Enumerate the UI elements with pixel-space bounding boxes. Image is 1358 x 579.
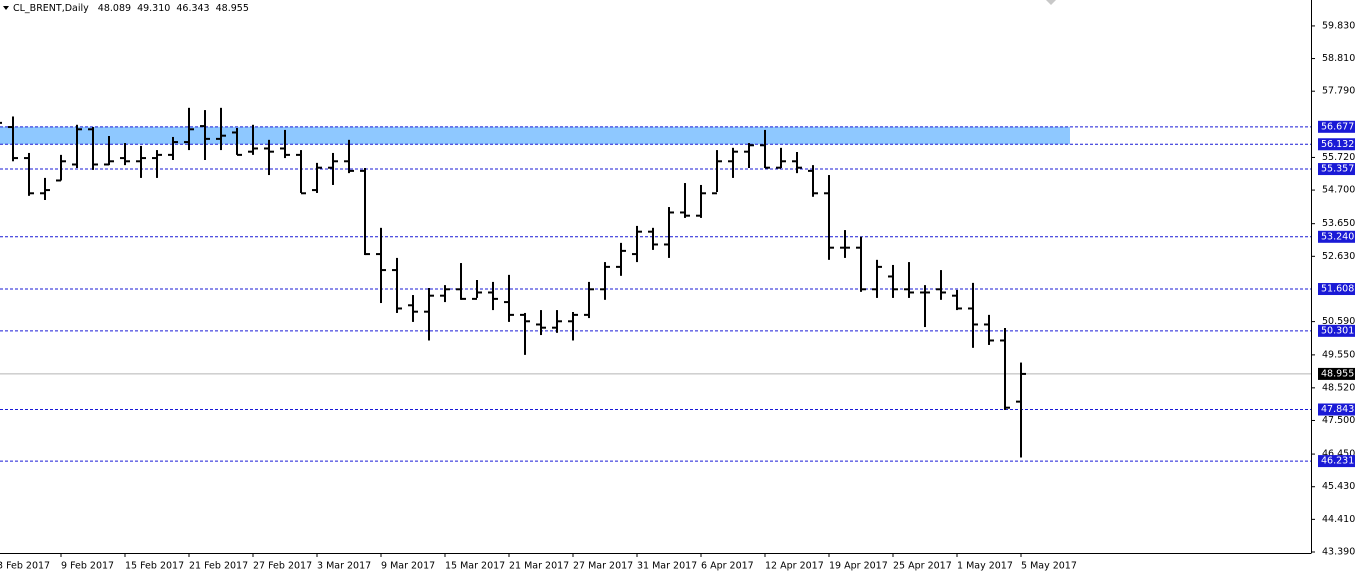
y-tick-label: 59.830 [1322, 20, 1355, 31]
x-tick-label: 21 Feb 2017 [189, 561, 248, 572]
level-label: 55.357 [1321, 164, 1354, 175]
x-tick-label: 3 Mar 2017 [317, 561, 371, 572]
x-tick-label: 9 Mar 2017 [381, 561, 435, 572]
level-label-box [1318, 230, 1355, 243]
chart-header: CL_BRENT,Daily 48.089 49.310 46.343 48.9… [13, 3, 249, 14]
y-tick-label: 43.390 [1322, 547, 1355, 558]
x-tick-label: 1 May 2017 [957, 561, 1013, 572]
level-label: 53.240 [1321, 231, 1354, 242]
symbol-title: CL_BRENT,Daily [13, 3, 89, 14]
x-tick-label: 15 Feb 2017 [125, 561, 184, 572]
x-tick-label: 27 Feb 2017 [253, 561, 312, 572]
y-tick-label: 46.450 [1322, 449, 1355, 460]
y-tick-label: 55.720 [1322, 152, 1355, 163]
y-tick-label: 47.500 [1322, 415, 1355, 426]
symbol-menu-icon[interactable] [3, 6, 9, 10]
x-tick-label: 9 Feb 2017 [61, 561, 114, 572]
level-label: 56.677 [1321, 121, 1354, 132]
level-label: 51.608 [1321, 284, 1354, 295]
x-tick-label: 3 Feb 2017 [0, 561, 50, 572]
y-tick-label: 44.410 [1322, 514, 1355, 525]
level-label-box [1318, 324, 1355, 337]
level-label-box [1318, 120, 1355, 133]
x-tick-label: 21 Mar 2017 [509, 561, 569, 572]
y-tick-label: 54.700 [1322, 185, 1355, 196]
y-tick-label: 58.810 [1322, 53, 1355, 64]
x-tick-label: 6 Apr 2017 [701, 561, 754, 572]
x-tick-label: 31 Mar 2017 [637, 561, 697, 572]
x-tick-label: 15 Mar 2017 [445, 561, 505, 572]
level-label-box [1318, 283, 1355, 296]
ohlc-label: 48.955 [216, 3, 249, 14]
level-label-box [1318, 455, 1355, 468]
y-tick-label: 50.590 [1322, 316, 1355, 327]
y-tick-label: 49.550 [1322, 349, 1355, 360]
level-label: 46.231 [1321, 456, 1354, 467]
level-label: 56.132 [1321, 139, 1354, 150]
current-price-label: 48.955 [1321, 368, 1354, 379]
level-label-box [1318, 163, 1355, 176]
x-tick-label: 19 Apr 2017 [829, 561, 888, 572]
level-label-box [1318, 403, 1355, 416]
x-tick-label: 5 May 2017 [1021, 561, 1077, 572]
level-label: 47.843 [1321, 404, 1354, 415]
trade-arrow[interactable] [1046, 0, 1056, 5]
x-tick-label: 27 Mar 2017 [573, 561, 633, 572]
x-tick-label: 25 Apr 2017 [893, 561, 952, 572]
y-tick-label: 48.520 [1322, 382, 1355, 393]
level-label: 50.301 [1321, 325, 1354, 336]
ohlc-label: 48.089 [98, 3, 131, 14]
y-tick-label: 53.650 [1322, 218, 1355, 229]
support-zone [0, 126, 1070, 145]
level-label-box [1318, 138, 1355, 151]
ohlc-label: 49.310 [137, 3, 170, 14]
ohlc-label: 46.343 [176, 3, 209, 14]
y-tick-label: 57.790 [1322, 86, 1355, 97]
current-price-box [1318, 367, 1355, 380]
y-tick-label: 45.430 [1322, 481, 1355, 492]
y-tick-label: 52.630 [1322, 251, 1355, 262]
x-tick-label: 12 Apr 2017 [765, 561, 824, 572]
